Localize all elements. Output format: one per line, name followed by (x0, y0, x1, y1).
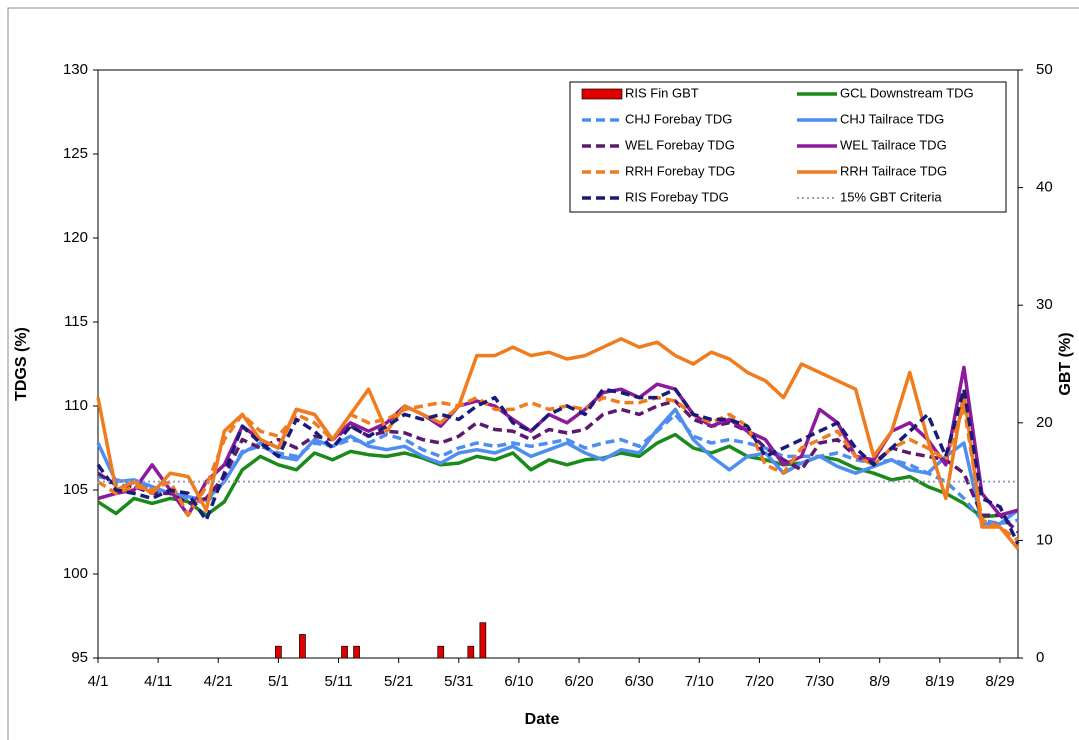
x-tick-label: 4/11 (144, 673, 172, 690)
y-axis-title: TDGS (%) (13, 327, 30, 401)
legend-label: WEL Forebay TDG (625, 137, 735, 152)
bar (353, 645, 360, 659)
legend-label: GCL Downstream TDG (840, 85, 974, 100)
bar (437, 645, 445, 659)
x-tick-label: 7/10 (685, 673, 714, 690)
y2-tick-label: 40 (1036, 179, 1053, 196)
y-tick-label: 100 (63, 565, 88, 582)
bar (275, 645, 282, 659)
legend-label: WEL Tailrace TDG (840, 137, 947, 152)
x-axis-title: Date (525, 711, 560, 728)
series-line (97, 395, 1020, 542)
y-tick-label: 95 (71, 649, 88, 666)
x-tick-label: 5/31 (444, 673, 473, 690)
series-line (96, 407, 1020, 526)
legend-swatch (581, 88, 623, 100)
x-tick-label: 6/30 (625, 673, 654, 690)
legend-label: RRH Forebay TDG (625, 163, 735, 178)
series-line (97, 412, 1019, 526)
legend-label: RIS Fin GBT (625, 85, 699, 100)
x-tick-label: 6/10 (504, 673, 533, 690)
x-tick-label: 7/30 (805, 673, 834, 690)
y2-tick-label: 10 (1036, 531, 1053, 548)
series-line (96, 387, 1020, 545)
legend-label: CHJ Tailrace TDG (840, 111, 944, 126)
y-tick-label: 115 (64, 313, 88, 330)
y-tick-label: 125 (63, 145, 88, 162)
x-tick-label: 5/1 (268, 673, 289, 690)
x-tick-label: 8/19 (925, 673, 954, 690)
y-tick-label: 130 (63, 61, 88, 78)
frame (7, 7, 1079, 740)
series-line (97, 365, 1019, 517)
bar (299, 634, 306, 659)
y2-axis-title: GBT (%) (1057, 332, 1074, 395)
y-tick-label: 120 (63, 229, 88, 246)
y-tick-label: 110 (64, 397, 88, 414)
legend-label: CHJ Forebay TDG (625, 111, 732, 126)
x-tick-label: 5/21 (384, 673, 413, 690)
x-tick-label: 7/20 (745, 673, 774, 690)
bar (479, 622, 487, 659)
x-tick-label: 8/29 (985, 673, 1014, 690)
x-tick-label: 5/11 (324, 673, 352, 690)
x-tick-label: 6/20 (564, 673, 593, 690)
y2-tick-label: 0 (1036, 649, 1044, 666)
bar (341, 645, 348, 659)
y2-tick-label: 30 (1036, 296, 1053, 313)
bar (467, 645, 475, 659)
legend-label: RIS Forebay TDG (625, 189, 729, 204)
y2-tick-label: 50 (1036, 61, 1053, 78)
x-tick-label: 8/9 (869, 673, 890, 690)
legend (569, 81, 1007, 213)
y-tick-label: 105 (63, 481, 88, 498)
legend-label: RRH Tailrace TDG (840, 163, 947, 178)
x-tick-label: 4/1 (88, 673, 109, 690)
legend-label: 15% GBT Criteria (840, 189, 942, 204)
y2-tick-label: 20 (1036, 414, 1053, 431)
series-line (96, 337, 1020, 550)
x-tick-label: 4/21 (204, 673, 233, 690)
